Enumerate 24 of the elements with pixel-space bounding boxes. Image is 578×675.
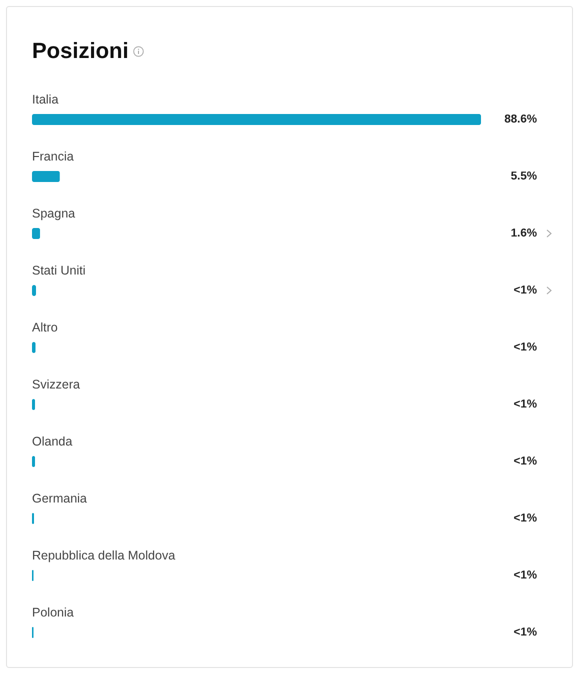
y-tick-label: Altro xyxy=(32,320,58,334)
y-tick-label: Svizzera xyxy=(32,378,80,392)
data-label: 5.5% xyxy=(510,170,537,182)
data-label: <1% xyxy=(514,456,537,468)
data-label: <1% xyxy=(514,512,537,524)
data-label: <1% xyxy=(514,284,537,296)
bar xyxy=(32,171,60,182)
data-label: <1% xyxy=(514,626,537,638)
data-label: <1% xyxy=(514,342,537,354)
y-tick-label: Spagna xyxy=(32,206,76,220)
y-tick-label: Polonia xyxy=(32,606,74,620)
y-tick-label: Repubblica della Moldova xyxy=(32,548,176,562)
bar xyxy=(32,228,40,239)
y-tick-label: Stati Uniti xyxy=(32,264,86,278)
y-tick-label: Germania xyxy=(32,492,87,506)
data-label: <1% xyxy=(514,570,537,582)
data-label: 88.6% xyxy=(504,114,537,126)
y-tick-label: Francia xyxy=(32,150,74,164)
y-tick-label: Olanda xyxy=(32,434,72,448)
chart-title: Posizioni xyxy=(32,38,129,64)
bar xyxy=(32,114,481,125)
data-label: 1.6% xyxy=(510,228,537,240)
y-tick-label: Italia xyxy=(32,92,58,106)
data-label: <1% xyxy=(514,398,537,410)
